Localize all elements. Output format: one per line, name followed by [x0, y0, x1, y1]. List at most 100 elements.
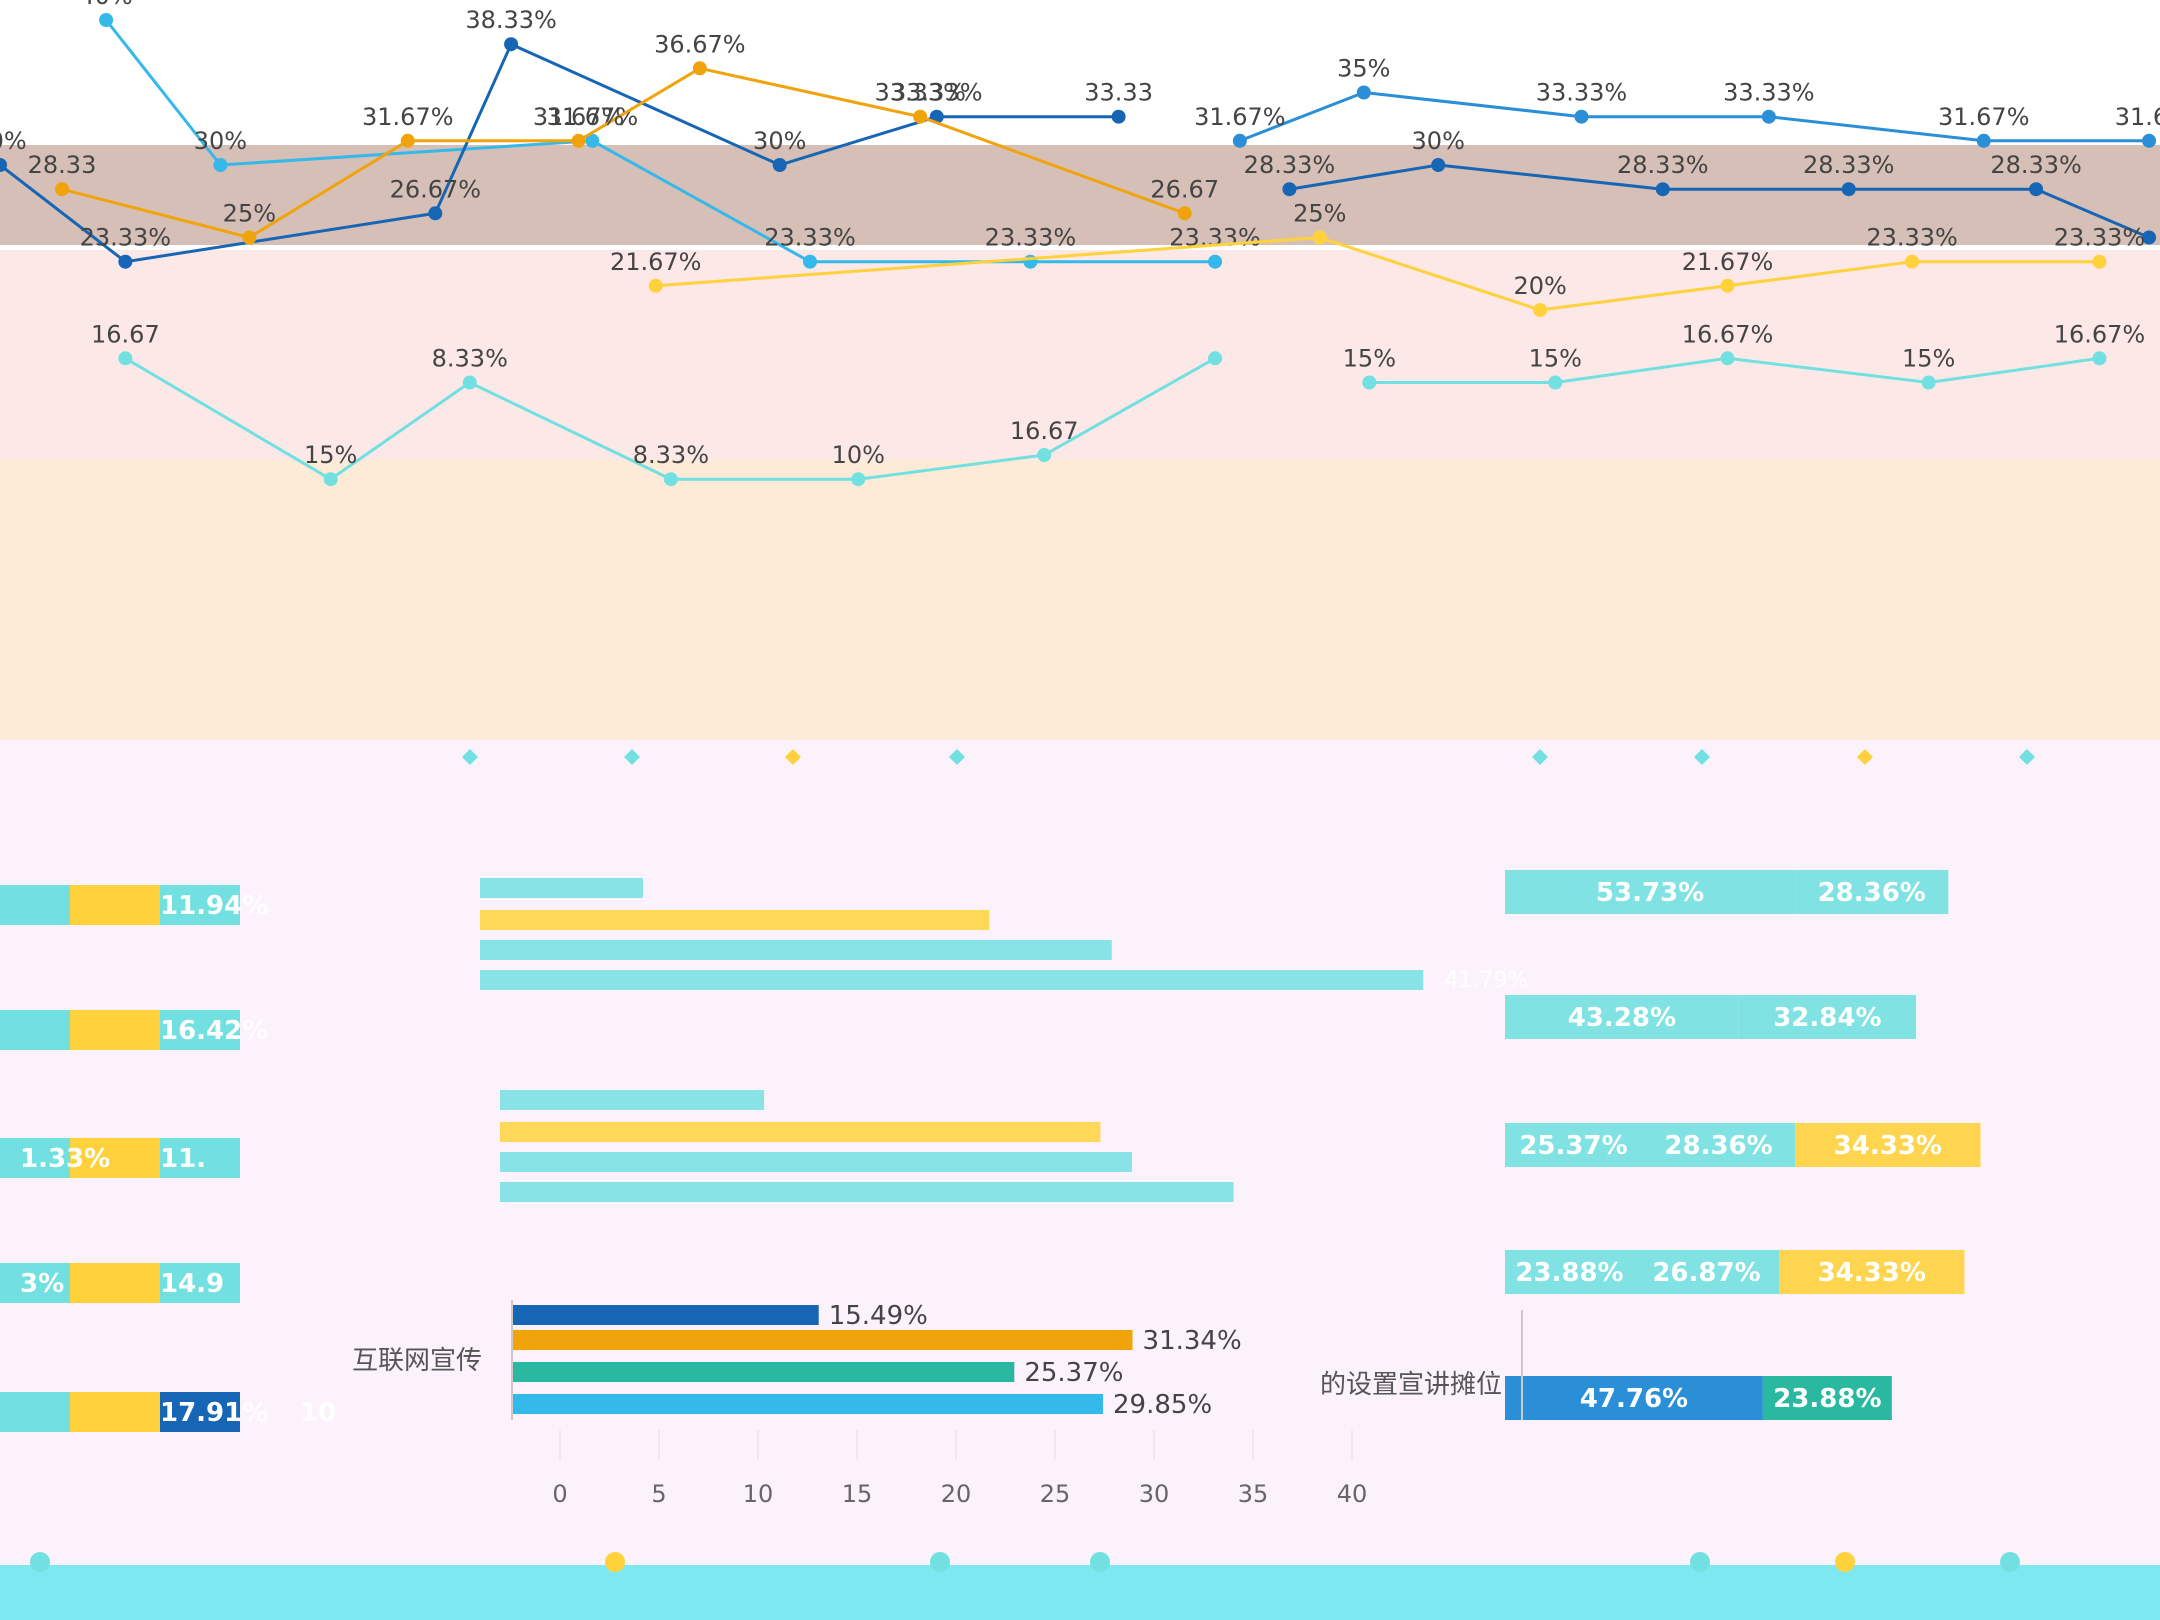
data-point — [213, 158, 228, 172]
stacked-segment — [1738, 995, 1917, 1039]
faded-bar — [480, 910, 990, 930]
data-label: 28.33% — [1617, 151, 1709, 179]
left-segment — [160, 1392, 240, 1432]
data-point — [1533, 303, 1548, 317]
band-peach — [0, 460, 2160, 740]
data-label: 30% — [194, 127, 247, 155]
data-label: 28.33% — [1803, 151, 1895, 179]
data-point — [428, 206, 443, 221]
legend-marker — [785, 749, 801, 765]
data-point — [1312, 230, 1327, 245]
legend-marker — [2019, 749, 2035, 765]
data-label: 31.67% — [1194, 103, 1286, 131]
data-point — [1037, 448, 1052, 462]
series-line-1 — [1239, 90, 2150, 143]
left-segment — [0, 1138, 70, 1178]
stacked-segment-label: 23.88% — [1773, 1384, 1881, 1414]
data-point — [803, 254, 818, 269]
data-label: 25% — [1293, 200, 1346, 228]
stacked-segment — [1505, 1376, 1763, 1420]
series-line-5 — [655, 235, 2100, 312]
faded-bar — [480, 940, 1112, 960]
band-dark-strip — [0, 145, 2160, 245]
data-label: 26.67% — [390, 175, 482, 203]
x-tick-label: 5 — [651, 1480, 666, 1508]
left-segment — [160, 1263, 240, 1303]
data-label: 21.67% — [1682, 248, 1774, 276]
data-label: 31.67 — [2115, 103, 2160, 131]
faded-bar — [500, 1152, 1133, 1172]
data-label: 16.67 — [1010, 417, 1079, 445]
bar — [512, 1394, 1104, 1414]
data-label: 38.33% — [465, 6, 557, 34]
stacked-segment-label: 26.87% — [1652, 1258, 1760, 1288]
bottom-marker — [1835, 1552, 1855, 1572]
bar-value-label: 25.37% — [1024, 1358, 1123, 1388]
legend-marker — [949, 749, 965, 765]
data-point — [1548, 375, 1563, 390]
data-label: 40% — [79, 0, 132, 10]
data-point — [504, 37, 519, 52]
data-label: 33.33% — [891, 79, 983, 107]
data-label: 26.67 — [1150, 175, 1219, 203]
series-line-7 — [1369, 356, 2100, 385]
data-point — [99, 13, 114, 27]
data-point — [913, 109, 928, 124]
data-point — [2092, 254, 2107, 269]
band-pink — [0, 250, 2160, 460]
data-point — [1574, 109, 1589, 124]
stacked-segment — [1505, 1123, 1642, 1167]
category-label-internet: 互联网宣传 — [351, 1346, 482, 1376]
data-point — [772, 158, 787, 172]
left-segment — [0, 1263, 70, 1303]
left-segment — [160, 885, 240, 925]
left-segment — [0, 1392, 70, 1432]
data-label: 33.33 — [1084, 79, 1153, 107]
stacked-segment — [1641, 1123, 1796, 1167]
data-point — [1208, 254, 1223, 269]
bottom-marker — [1690, 1552, 1710, 1572]
data-label: 15% — [304, 441, 357, 469]
data-point — [1362, 375, 1377, 390]
left-segment — [160, 1010, 240, 1050]
data-label: 15% — [1343, 345, 1396, 373]
left-segment-label: 14.9 — [160, 1269, 224, 1299]
data-label: 31.67% — [362, 103, 454, 131]
x-tick-label: 15 — [842, 1480, 873, 1508]
data-label: 33.33% — [1536, 79, 1628, 107]
faded-bar-label: 41.79% — [1444, 968, 1528, 993]
data-point — [2029, 182, 2044, 197]
stacked-segment-label: 53.73% — [1596, 878, 1704, 908]
data-point — [663, 472, 678, 487]
faded-bar — [480, 878, 643, 898]
legend-marker — [1857, 749, 1873, 765]
data-point — [1761, 109, 1776, 124]
data-point — [1356, 85, 1371, 100]
data-point — [242, 230, 257, 245]
bar-value-label: 15.49% — [829, 1301, 928, 1331]
data-label: 30% — [0, 127, 27, 155]
data-label: 16.67 — [91, 320, 160, 348]
data-point — [400, 133, 415, 148]
x-tick-label: 20 — [941, 1480, 972, 1508]
x-tick-label: 25 — [1040, 1480, 1071, 1508]
data-label: 10% — [832, 441, 885, 469]
data-label: 16.67% — [1682, 320, 1774, 348]
left-segment-label: 3% — [20, 1269, 64, 1299]
left-segment — [0, 1010, 70, 1050]
band-bottom-cyan — [0, 1565, 2160, 1620]
data-point — [571, 133, 586, 148]
data-label: 33.33% — [874, 79, 966, 107]
series-line-0 — [104, 19, 1216, 264]
data-label: 23.33% — [2054, 224, 2146, 252]
bottom-marker — [2000, 1552, 2020, 1572]
left-segment — [0, 885, 70, 925]
stacked-segment — [1779, 1250, 1965, 1294]
faded-bar — [500, 1090, 765, 1110]
bar — [512, 1305, 819, 1325]
data-point — [1282, 182, 1297, 197]
bottom-marker — [930, 1552, 950, 1572]
data-point — [323, 472, 338, 487]
data-label: 23.33% — [985, 224, 1077, 252]
